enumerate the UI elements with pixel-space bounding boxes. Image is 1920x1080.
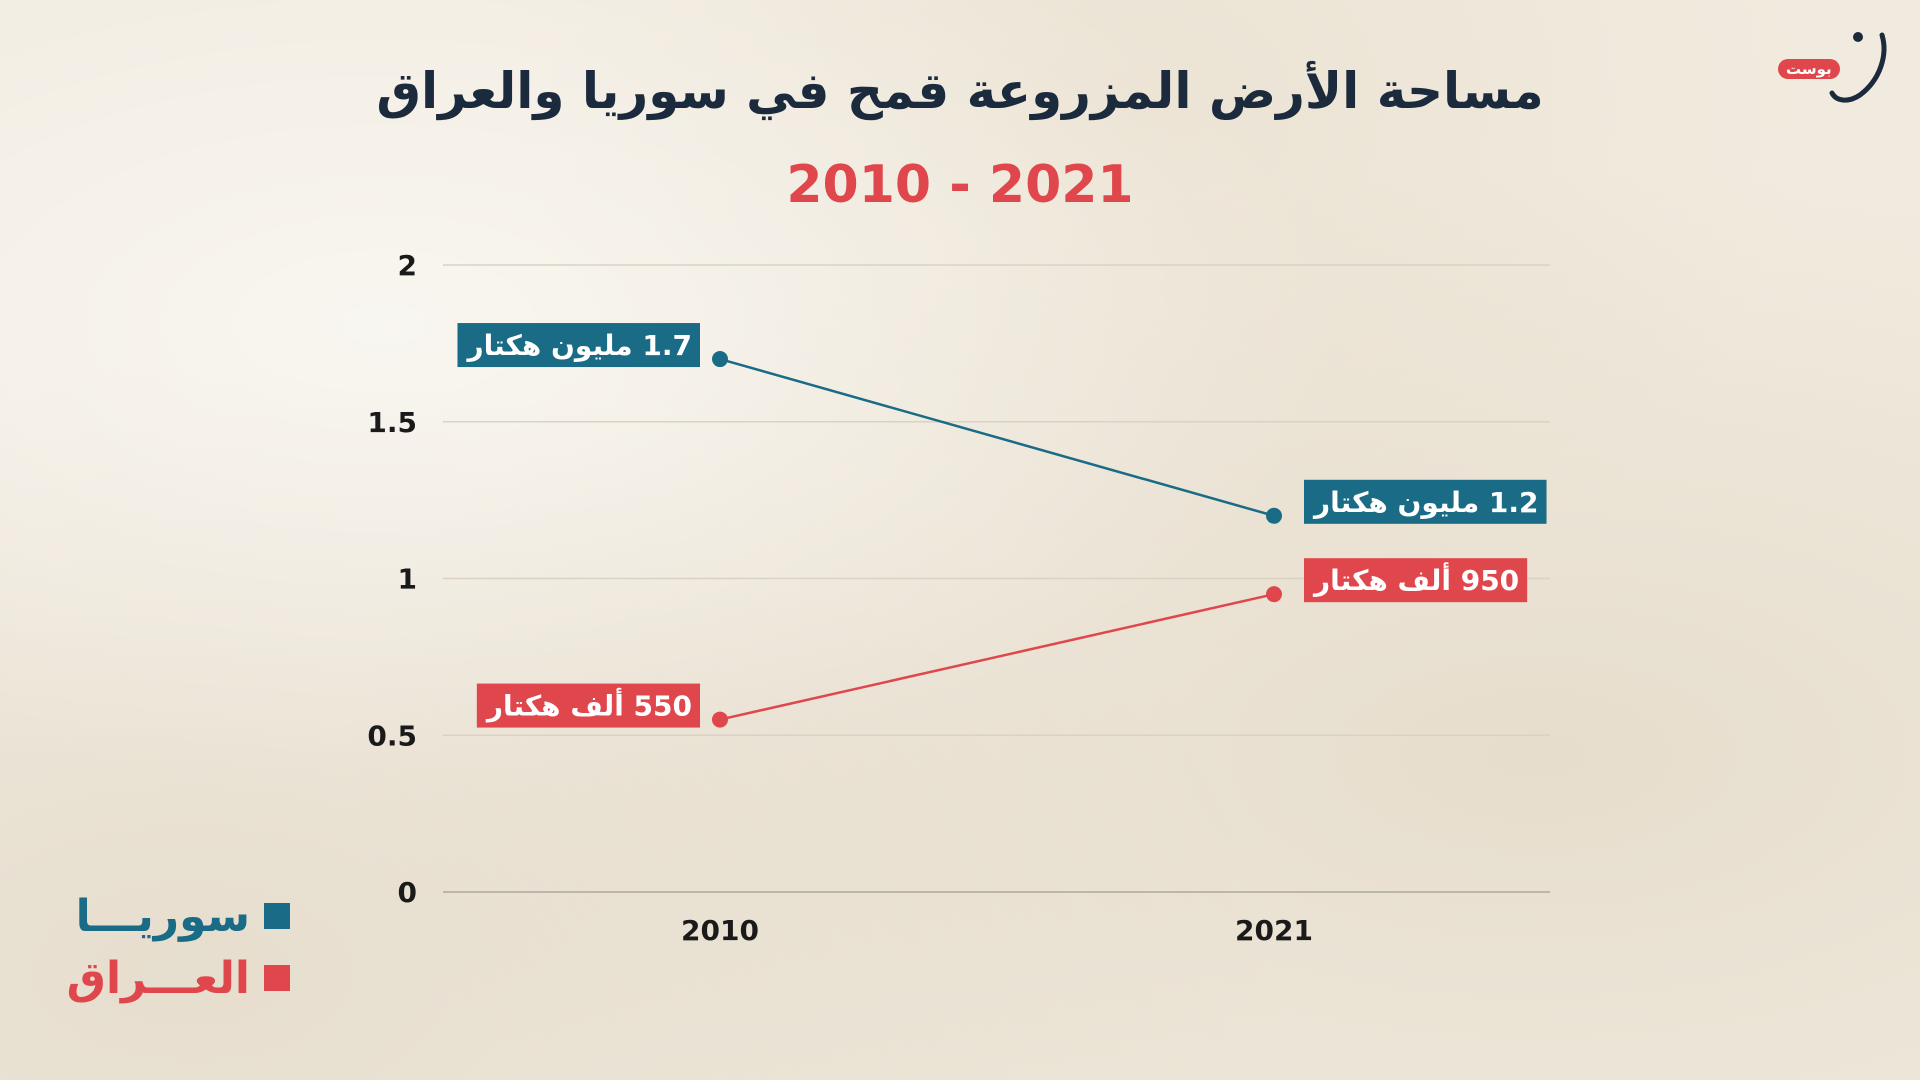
x-axis: 2010 2021 (681, 914, 1313, 947)
data-labels: 1.7 مليون هكتار 1.2 مليون هكتار 550 ألف هك… (457, 323, 1547, 728)
legend-swatch-iraq (264, 965, 290, 991)
y-tick-label: 0 (398, 876, 417, 909)
series-line-syria (719, 357, 1275, 518)
data-label-text: 1.2 مليون هكتار (1312, 486, 1539, 519)
data-label-iraq: 550 ألف هكتار (476, 683, 700, 728)
y-tick-label: 2 (398, 249, 417, 282)
data-point-iraq (712, 711, 728, 728)
legend-label-iraq: العـــراق (66, 952, 250, 1004)
data-label-text: 1.7 مليون هكتار (465, 329, 692, 362)
noon-post-logo: بوست (1770, 25, 1900, 115)
legend-label-syria: سوريـــا (75, 890, 250, 942)
series (712, 351, 1282, 728)
x-tick-label: 2010 (681, 914, 759, 947)
y-tick-label: 1 (398, 563, 417, 596)
legend-swatch-syria (264, 903, 290, 929)
data-label-box (457, 323, 700, 368)
noon-post-logo-icon (1829, 32, 1887, 103)
y-axis: 0 0.5 1 1.5 2 (367, 249, 417, 909)
data-point-syria (712, 351, 728, 368)
data-point-syria (1266, 507, 1282, 524)
data-label-syria: 1.7 مليون هكتار (457, 323, 700, 368)
y-tick-label: 1.5 (367, 406, 417, 439)
data-label-iraq: 950 ألف هكتار (1304, 558, 1528, 603)
x-tick-label: 2021 (1235, 914, 1313, 947)
legend-item-iraq: العـــراق (60, 947, 290, 1009)
data-label-box (1304, 479, 1547, 524)
data-label-box (476, 683, 700, 728)
legend: سوريـــا العـــراق (60, 885, 290, 1009)
y-tick-label: 0.5 (367, 719, 417, 752)
data-label-text: 550 ألف هكتار (485, 688, 692, 723)
data-label-text: 950 ألف هكتار (1312, 562, 1519, 597)
data-point-iraq (1266, 586, 1282, 603)
chart-subtitle: 2010 - 2021 (786, 155, 1134, 215)
logo-badge: بوست (1778, 59, 1840, 79)
data-label-box (1304, 558, 1528, 603)
chart-title: مساحة الأرض المزروعة قمح في سوريا والعرا… (376, 62, 1544, 120)
legend-item-syria: سوريـــا (60, 885, 290, 947)
data-label-syria: 1.2 مليون هكتار (1304, 479, 1547, 524)
series-line-iraq (719, 592, 1275, 721)
